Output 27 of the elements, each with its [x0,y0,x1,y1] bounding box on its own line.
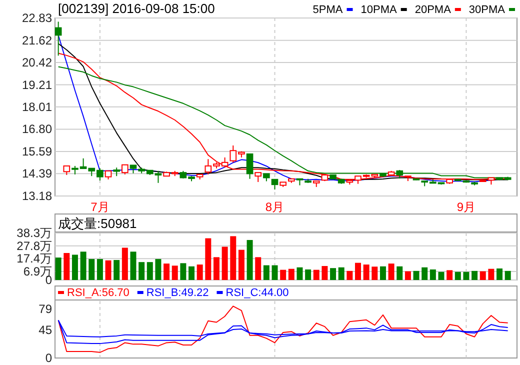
chart-title: 成交量:50981 [58,216,137,231]
y-tick-label: 79 [38,302,52,316]
legend-label: RSI_A:56.70 [67,287,130,299]
y-tick-label: 14.39 [22,166,52,181]
y-tick-label: 13.18 [22,189,52,203]
x-tick-label: 7月 [90,200,110,214]
y-tick-label: 45 [38,323,52,338]
legend-label: 10PMA [360,4,398,16]
x-tick-label: 9月 [456,200,476,214]
y-tick-label: 21.62 [22,33,52,48]
legend-label: 30PMA [468,4,506,16]
y-tick-label: 38.3万 [16,226,52,240]
legend-label: RSI_B:49.22 [146,287,209,299]
y-tick-label: 15.59 [22,144,52,159]
x-tick-label: 8月 [265,200,284,214]
y-tick-label: 17.4万 [16,252,52,266]
y-tick-label: 16.80 [22,122,52,136]
legend-label: 20PMA [414,4,452,16]
y-tick-label: 22.83 [22,11,52,25]
y-tick-label: 18.01 [22,100,52,114]
y-tick-label: 27.8万 [16,238,52,253]
chart-title: [002139] 2016-09-08 15:00 [58,1,215,16]
y-tick-label: 20.42 [22,55,52,70]
legend-label: 5PMA [312,4,344,16]
y-tick-label: 19.21 [22,78,52,92]
y-tick-label: 0 [45,351,52,365]
legend-label: RSI_C:44.00 [226,287,289,299]
